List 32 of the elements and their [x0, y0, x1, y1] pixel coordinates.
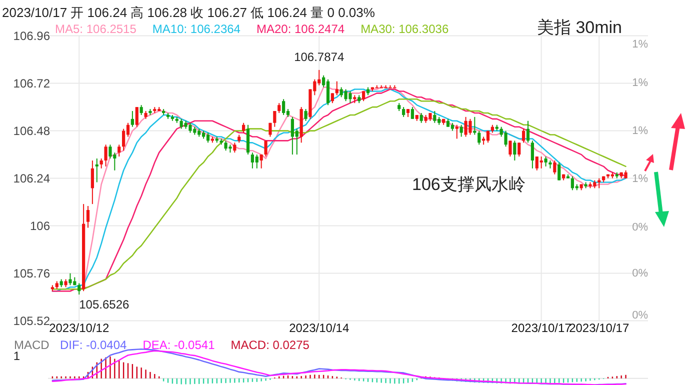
text: MA10: 106.2364: [152, 22, 241, 36]
y-tick-label: 106.48: [13, 124, 50, 138]
annotation: 106支撑风水岭: [412, 175, 526, 194]
y-tick-label: 106.96: [13, 29, 50, 43]
y-tick-label: 105.52: [13, 314, 50, 328]
x-tick-label: 2023/10/12: [49, 320, 110, 335]
text: MA30: 106.3036: [360, 22, 449, 36]
annotation: 106.7874: [294, 50, 344, 64]
y-tick-label: 106.24: [13, 172, 50, 186]
y-tick-label: 106.72: [13, 76, 50, 90]
y2-tick-label: 1%: [632, 173, 648, 186]
y2-tick-label: 0%: [632, 221, 648, 234]
chart-title: 2023/10/17 开 106.24 高 106.28 收 106.27 低 106.24 量 0 0.03%: [2, 5, 376, 20]
annotation: 105.6526: [79, 298, 130, 312]
y2-tick-label: 0%: [632, 310, 648, 322]
series-label: MACD: 0.0275: [230, 338, 310, 352]
y-tick-label: 106: [30, 219, 50, 233]
text: 1: [13, 349, 20, 363]
series-label: DEA: -0.0541: [142, 338, 216, 352]
y-tick-label: 105.76: [13, 266, 50, 280]
y2-tick-label: 0%: [632, 267, 648, 280]
y2-tick-label: 1%: [632, 76, 648, 89]
chart-title: MACD: [14, 338, 50, 352]
text: MA20: 106.2474: [256, 22, 345, 36]
x-tick-label: 2023/10/17: [569, 320, 630, 335]
chart-subtitle: 美指 30min: [536, 18, 622, 37]
series-label: DIF: -0.0404: [60, 338, 128, 352]
text: MA5: 106.2515: [55, 22, 137, 36]
y2-tick-label: 1%: [632, 124, 648, 137]
x-tick-label: 2023/10/17: [511, 320, 572, 335]
y2-tick-label: 1%: [632, 38, 648, 51]
x-tick-label: 2023/10/14: [289, 320, 350, 335]
